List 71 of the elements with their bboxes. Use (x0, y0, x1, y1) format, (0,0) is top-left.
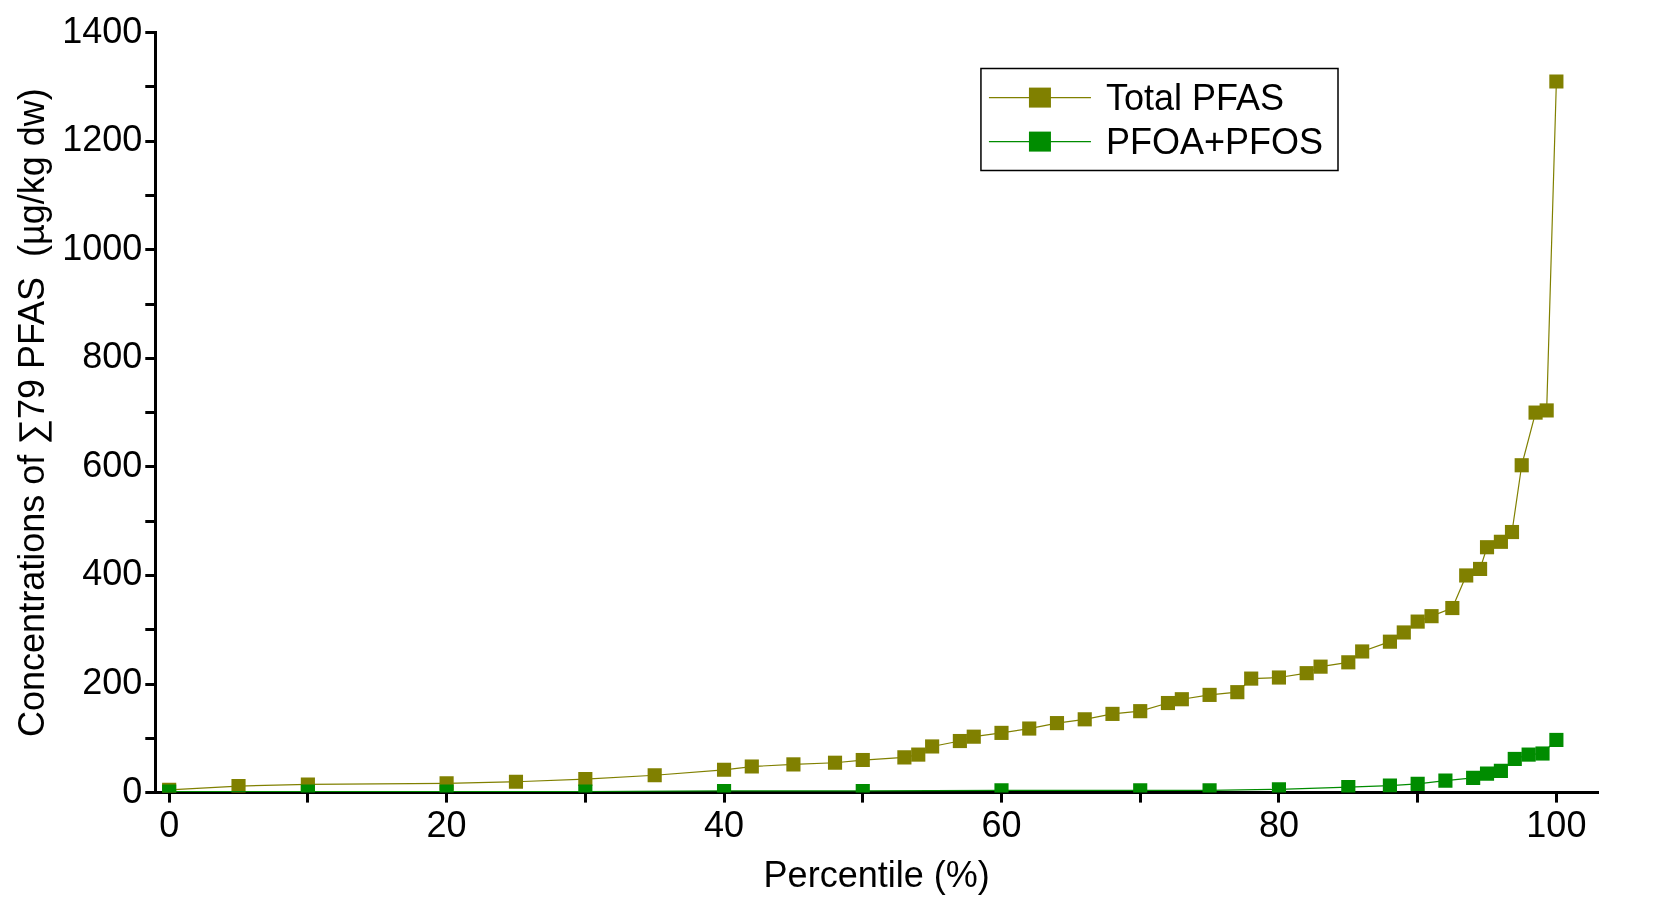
point (1535, 746, 1550, 761)
y-tick-label: 600 (82, 443, 143, 485)
y-tick-label: 1400 (62, 9, 143, 51)
point (1504, 524, 1520, 540)
x-tick-label: 20 (426, 804, 467, 846)
point (1271, 670, 1287, 685)
point (827, 755, 843, 770)
point (1410, 614, 1425, 629)
point (1466, 770, 1481, 786)
point (1230, 685, 1245, 700)
point (1549, 732, 1564, 748)
point (994, 725, 1009, 740)
point (1521, 747, 1536, 762)
point (855, 752, 870, 768)
y-tick-label: 1000 (62, 226, 143, 268)
y-tick-label: 1200 (62, 118, 143, 160)
point (1077, 712, 1092, 727)
x-tick-label: 40 (704, 804, 745, 846)
point (1479, 540, 1495, 555)
point (1341, 780, 1356, 793)
point (1445, 600, 1460, 616)
point (786, 757, 801, 772)
point (1473, 561, 1488, 577)
point (716, 762, 732, 777)
point (1479, 766, 1495, 781)
y-axis-title: Concentrations of ∑79 PFAS (µg/kg dw) (10, 88, 52, 737)
point (1539, 403, 1554, 418)
point (1049, 716, 1065, 731)
point (1105, 706, 1120, 721)
point (1355, 644, 1370, 659)
point (1459, 568, 1474, 583)
x-tick-label: 60 (981, 804, 1022, 846)
point (1396, 625, 1411, 640)
point (1382, 778, 1397, 793)
y-tick-label: 400 (82, 552, 143, 594)
y-tick-label: 200 (82, 660, 143, 702)
point (744, 759, 759, 774)
point (1202, 687, 1217, 702)
y-tick-label: 800 (82, 335, 143, 377)
x-tick-label: 80 (1258, 804, 1299, 846)
point (1410, 776, 1425, 791)
point (1022, 721, 1037, 736)
point (1493, 763, 1508, 778)
point (1313, 659, 1328, 674)
legend-label: Total PFAS (1105, 76, 1285, 118)
x-tick-label: 100 (1526, 804, 1587, 846)
point (966, 729, 981, 744)
point (1133, 704, 1148, 719)
point (1493, 534, 1508, 549)
point (1382, 634, 1397, 649)
x-tick-label: 0 (159, 804, 180, 846)
point (1507, 751, 1522, 767)
point (1341, 655, 1356, 670)
point (1299, 666, 1314, 681)
point (1424, 609, 1439, 624)
point (1160, 695, 1176, 711)
point (911, 747, 926, 762)
point (231, 779, 246, 793)
y-tick-label: 0 (122, 769, 143, 811)
point (1514, 458, 1529, 473)
legend-label: PFOA+PFOS (1105, 120, 1324, 162)
point (925, 739, 940, 754)
x-axis-title: Percentile (%) (763, 854, 990, 896)
point (1438, 773, 1453, 788)
point (952, 733, 967, 749)
point (647, 768, 662, 783)
point (1244, 671, 1259, 686)
point (1174, 692, 1189, 707)
point (508, 774, 524, 789)
point (897, 750, 912, 765)
point (1549, 74, 1564, 89)
